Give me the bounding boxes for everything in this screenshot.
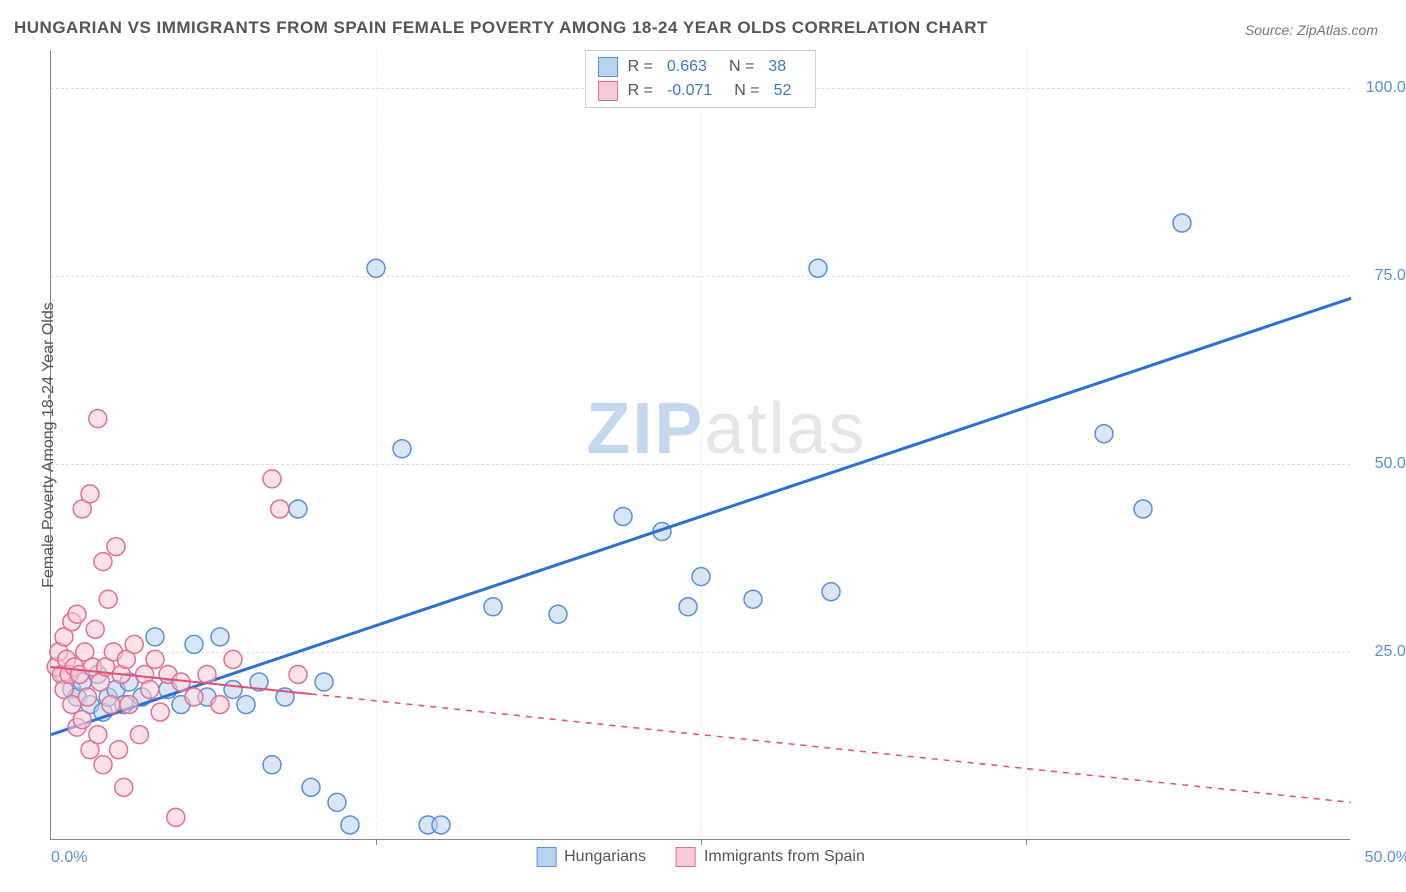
y-tick-label: 75.0% [1360, 267, 1406, 285]
stats-row-blue: R = 0.663 N = 38 [598, 55, 804, 79]
stats-row-pink: R = -0.071 N = 52 [598, 79, 804, 103]
stats-box: R = 0.663 N = 38 R = -0.071 N = 52 [585, 50, 817, 108]
scatter-point [1173, 214, 1191, 232]
scatter-point [614, 507, 632, 525]
x-tick-label: 50.0% [1365, 849, 1406, 867]
scatter-point [432, 816, 450, 834]
scatter-point [198, 665, 216, 683]
scatter-point [367, 259, 385, 277]
scatter-point [237, 696, 255, 714]
scatter-point [86, 620, 104, 638]
scatter-point [692, 568, 710, 586]
scatter-point [125, 635, 143, 653]
scatter-point [809, 259, 827, 277]
scatter-point [141, 681, 159, 699]
scatter-point [1095, 425, 1113, 443]
scatter-point [130, 726, 148, 744]
source-attribution: Source: ZipAtlas.com [1245, 22, 1378, 38]
trend-line-dashed [311, 694, 1351, 802]
stat-r-blue: 0.663 [667, 58, 707, 76]
y-tick-label: 50.0% [1360, 455, 1406, 473]
legend-swatch-pink-icon [676, 847, 696, 867]
legend-item-spain: Immigrants from Spain [676, 847, 865, 867]
chart-title: HUNGARIAN VS IMMIGRANTS FROM SPAIN FEMAL… [14, 18, 988, 38]
scatter-point [146, 650, 164, 668]
scatter-point [73, 711, 91, 729]
stat-r-pink: -0.071 [667, 82, 712, 100]
scatter-svg [51, 50, 1350, 839]
trend-line-solid [51, 298, 1351, 734]
chart-container: HUNGARIAN VS IMMIGRANTS FROM SPAIN FEMAL… [0, 0, 1406, 892]
legend-item-hungarians: Hungarians [536, 847, 646, 867]
x-tick-mark [701, 839, 702, 845]
scatter-point [107, 538, 125, 556]
bottom-legend: Hungarians Immigrants from Spain [536, 847, 865, 867]
scatter-point [263, 470, 281, 488]
scatter-point [89, 726, 107, 744]
scatter-point [89, 410, 107, 428]
legend-swatch-blue-icon [536, 847, 556, 867]
scatter-point [94, 756, 112, 774]
swatch-blue-icon [598, 57, 618, 77]
stat-n-label: N = [729, 58, 754, 76]
plot-area: Female Poverty Among 18-24 Year Olds ZIP… [50, 50, 1350, 840]
scatter-point [94, 553, 112, 571]
x-tick-mark [1026, 839, 1027, 845]
scatter-point [393, 440, 411, 458]
scatter-point [151, 703, 169, 721]
scatter-point [315, 673, 333, 691]
scatter-point [484, 598, 502, 616]
scatter-point [289, 665, 307, 683]
stat-n-pink: 52 [774, 82, 792, 100]
scatter-point [146, 628, 164, 646]
scatter-point [81, 485, 99, 503]
scatter-point [549, 605, 567, 623]
y-tick-label: 100.0% [1360, 79, 1406, 97]
scatter-point [822, 583, 840, 601]
stat-n-label2: N = [734, 82, 759, 100]
scatter-point [211, 628, 229, 646]
swatch-pink-icon [598, 81, 618, 101]
scatter-point [110, 741, 128, 759]
scatter-point [744, 590, 762, 608]
scatter-point [102, 696, 120, 714]
scatter-point [328, 793, 346, 811]
scatter-point [185, 635, 203, 653]
scatter-point [271, 500, 289, 518]
scatter-point [679, 598, 697, 616]
x-tick-label: 0.0% [51, 849, 87, 867]
scatter-point [263, 756, 281, 774]
stat-n-blue: 38 [768, 58, 786, 76]
scatter-point [185, 688, 203, 706]
scatter-point [224, 650, 242, 668]
scatter-point [289, 500, 307, 518]
scatter-point [302, 778, 320, 796]
y-tick-label: 25.0% [1360, 643, 1406, 661]
scatter-point [224, 681, 242, 699]
legend-label-hungarians: Hungarians [564, 848, 646, 866]
scatter-point [120, 696, 138, 714]
scatter-point [211, 696, 229, 714]
scatter-point [167, 808, 185, 826]
scatter-point [115, 778, 133, 796]
stat-r-label2: R = [628, 82, 653, 100]
scatter-point [99, 590, 117, 608]
scatter-point [68, 605, 86, 623]
scatter-point [78, 688, 96, 706]
scatter-point [341, 816, 359, 834]
scatter-point [1134, 500, 1152, 518]
x-tick-mark [376, 839, 377, 845]
legend-label-spain: Immigrants from Spain [704, 848, 865, 866]
stat-r-label: R = [628, 58, 653, 76]
